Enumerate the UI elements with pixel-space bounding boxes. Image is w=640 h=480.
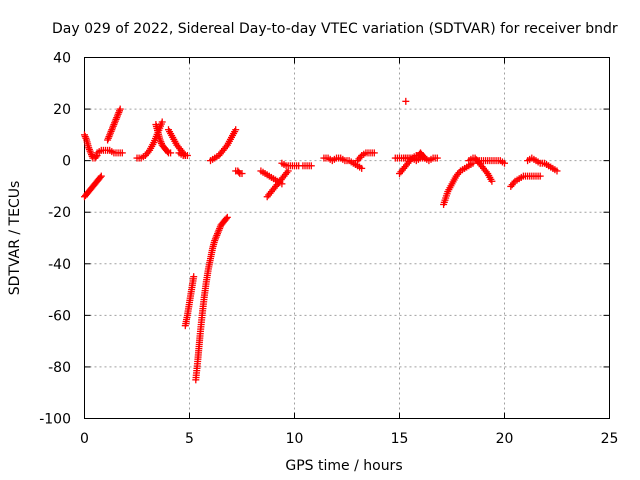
y-tick-label: -60	[48, 308, 71, 324]
data-point	[420, 153, 428, 161]
data-points	[81, 97, 561, 384]
chart-title: Day 029 of 2022, Sidereal Day-to-day VTE…	[52, 21, 618, 37]
data-point	[118, 149, 126, 157]
data-point	[96, 173, 104, 181]
data-point	[307, 162, 315, 170]
data-point	[116, 105, 124, 113]
axis-ticks	[84, 57, 610, 419]
plot-frame	[84, 57, 610, 419]
data-point	[536, 172, 544, 180]
data-point	[97, 172, 105, 180]
y-tick-label: -20	[48, 205, 71, 221]
y-tick-label: 0	[62, 154, 71, 170]
x-tick-label: 5	[185, 431, 194, 447]
data-point	[183, 151, 191, 159]
y-tick-label: 40	[53, 51, 71, 67]
data-point	[223, 213, 231, 221]
grid	[84, 57, 610, 419]
data-point	[163, 148, 171, 156]
data-point	[433, 154, 441, 162]
x-tick-label: 0	[80, 431, 89, 447]
data-point	[488, 177, 496, 185]
y-tick-labels: -100 -80 -60 -40 -20 0 20 40	[39, 51, 71, 428]
x-tick-label: 20	[496, 431, 514, 447]
x-tick-labels: 0 5 10 15 20 25	[80, 431, 618, 447]
y-tick-label: -80	[48, 360, 71, 376]
data-point	[402, 97, 410, 105]
data-point	[238, 170, 246, 178]
data-point	[92, 153, 100, 161]
y-tick-label: -40	[48, 257, 71, 273]
data-point	[370, 149, 378, 157]
data-point	[82, 134, 90, 142]
y-tick-label: 20	[53, 102, 71, 118]
x-tick-label: 10	[286, 431, 304, 447]
data-point	[158, 118, 166, 126]
y-tick-label: -100	[39, 412, 71, 428]
data-point	[358, 164, 366, 172]
x-axis-label: GPS time / hours	[285, 458, 402, 474]
y-axis-label: SDTVAR / TECUs	[7, 181, 23, 296]
x-tick-label: 15	[391, 431, 409, 447]
data-point	[553, 167, 561, 175]
data-point	[421, 154, 429, 162]
data-point	[222, 215, 230, 223]
data-point	[232, 126, 240, 134]
data-point	[167, 149, 175, 157]
x-tick-label: 25	[601, 431, 619, 447]
data-point	[501, 159, 508, 167]
data-point	[190, 273, 198, 281]
data-point	[235, 168, 243, 176]
